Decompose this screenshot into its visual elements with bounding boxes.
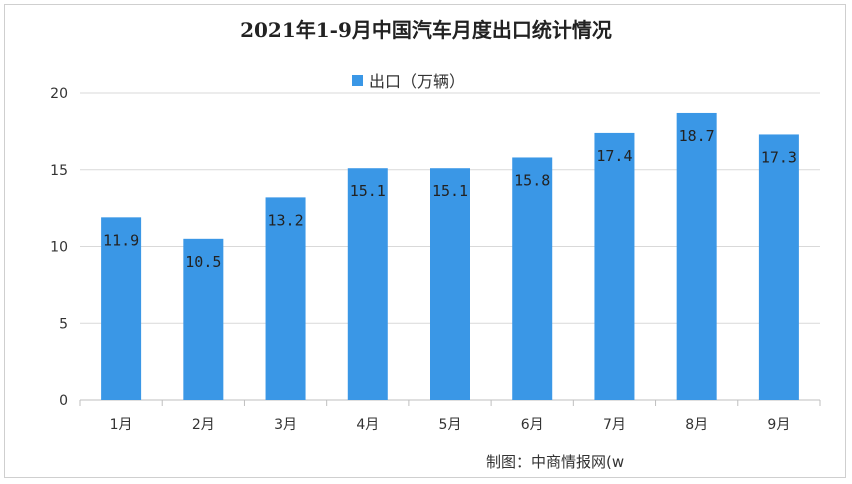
y-tick-label: 5 xyxy=(59,316,68,332)
bar xyxy=(594,132,635,400)
bars xyxy=(101,112,799,400)
data-label: 15.8 xyxy=(514,171,550,189)
data-label: 10.5 xyxy=(185,253,221,271)
data-label: 17.4 xyxy=(596,147,632,165)
bar xyxy=(430,168,470,400)
x-tick-label: 4月 xyxy=(356,417,379,433)
axes: 0 5 10 15 20 1月 2月 3月 4月 5月 6月 7月 8月 9月 xyxy=(50,86,821,433)
x-tick-label: 6月 xyxy=(521,417,544,433)
x-tick-label: 8月 xyxy=(685,417,708,433)
bar xyxy=(183,238,224,400)
data-label: 15.1 xyxy=(432,182,468,200)
y-tick-label: 10 xyxy=(50,240,68,256)
bar xyxy=(101,217,142,400)
x-tick-label: 3月 xyxy=(274,417,297,433)
credit-text: 制图：中商情报网(w xyxy=(486,453,625,471)
x-tick-label: 7月 xyxy=(603,417,626,433)
y-tick-label: 20 xyxy=(50,86,68,102)
x-tick-label: 5月 xyxy=(439,417,462,433)
data-label: 17.3 xyxy=(761,148,797,166)
y-tick-label: 0 xyxy=(59,393,68,409)
data-label: 13.2 xyxy=(267,211,303,229)
data-label: 15.1 xyxy=(350,182,386,200)
labels: 11.9 10.5 13.2 15.1 15.1 15.8 17.4 18.7 17.3 xyxy=(103,127,797,271)
bar xyxy=(265,197,306,400)
legend-label: 出口（万辆） xyxy=(369,72,466,91)
bar xyxy=(676,112,717,400)
bar xyxy=(347,168,388,400)
legend-swatch xyxy=(352,74,363,86)
legend: 出口（万辆） xyxy=(352,68,465,92)
bar xyxy=(512,157,553,400)
data-label: 18.7 xyxy=(679,127,715,145)
data-label: 11.9 xyxy=(103,231,139,249)
chart-title: 2021年1-9月中国汽车月度出口统计情况 xyxy=(240,18,612,42)
x-tick-label: 9月 xyxy=(767,417,790,433)
y-tick-label: 15 xyxy=(50,163,68,179)
bar xyxy=(758,134,799,400)
x-tick-label: 1月 xyxy=(110,417,133,433)
x-tick-label: 2月 xyxy=(192,417,215,433)
